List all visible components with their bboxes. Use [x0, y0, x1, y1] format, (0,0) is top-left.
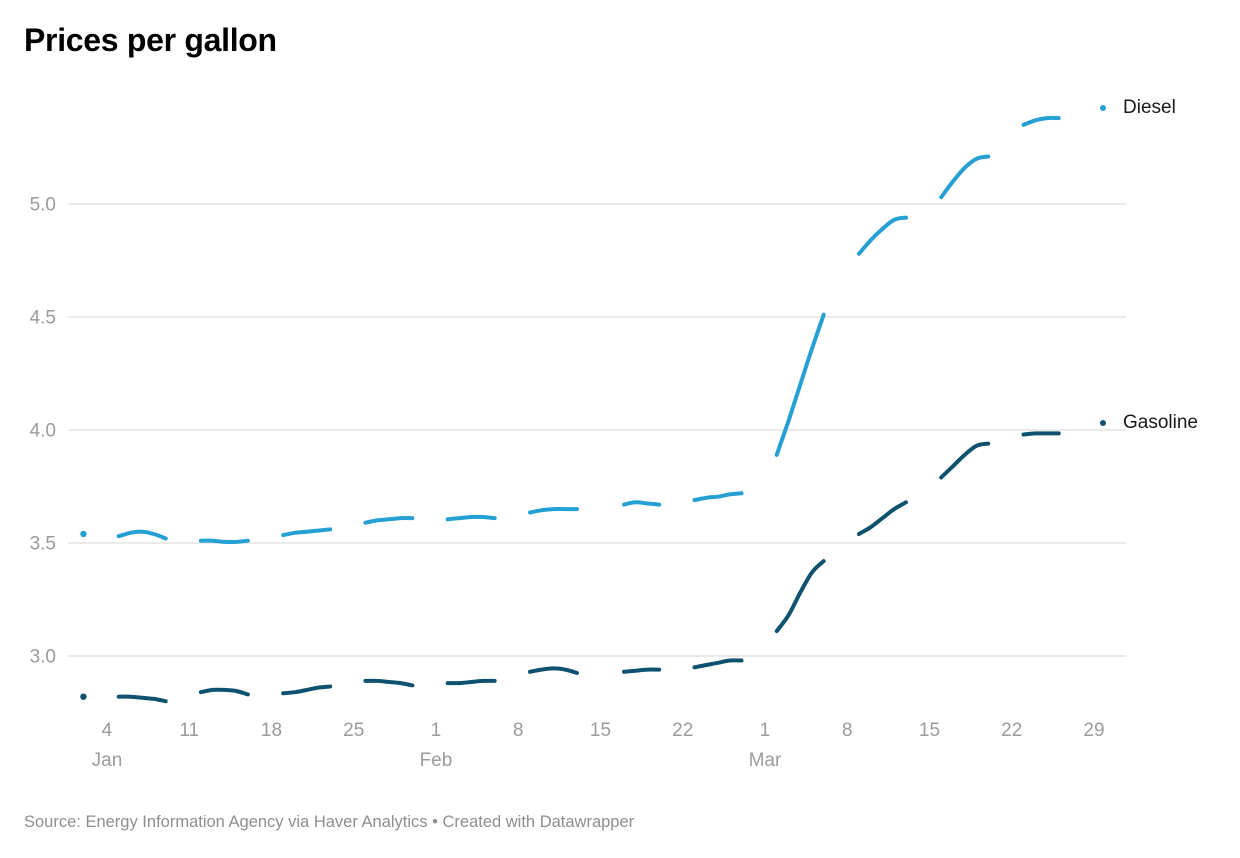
gasoline-line-segment	[1021, 431, 1061, 437]
month-label: Jan	[92, 750, 123, 771]
gasoline-line-segment	[198, 687, 250, 697]
gasoline-line-segment	[774, 559, 826, 634]
legend-label-gasoline: Gasoline	[1123, 412, 1198, 434]
month-label: Mar	[749, 750, 782, 771]
gasoline-line-segment	[363, 678, 415, 688]
gasoline-line-segment	[445, 678, 497, 686]
x-tick-label: 1	[431, 720, 442, 741]
diesel-line-segment	[939, 154, 991, 200]
x-tick-label: 29	[1083, 720, 1104, 741]
diesel-line-segment	[363, 516, 415, 525]
y-tick-label: 4.5	[30, 308, 56, 329]
x-tick-label: 15	[919, 720, 940, 741]
series-diesel-line	[80, 115, 1061, 545]
diesel-line-segment	[528, 507, 579, 515]
gasoline-legend-dot-icon	[1100, 420, 1106, 427]
diesel-point-marker	[80, 530, 87, 538]
source-attribution: Source: Energy Information Agency via Ha…	[24, 813, 635, 831]
gasoline-line-segment	[939, 441, 991, 480]
y-tick-label: 3.5	[30, 534, 56, 555]
x-tick-label: 4	[102, 720, 113, 741]
gasoline-line-segment	[622, 667, 662, 674]
diesel-line-segment	[857, 215, 908, 256]
x-tick-label: 22	[672, 720, 693, 741]
diesel-line-segment	[692, 491, 744, 503]
series-gasoline-line	[80, 431, 1061, 704]
page-title: Prices per gallon	[24, 22, 277, 58]
gasoline-line-segment	[281, 684, 333, 696]
y-tick-label: 4.0	[30, 421, 56, 442]
x-tick-label: 15	[590, 720, 611, 741]
x-tick-label: 22	[1001, 720, 1022, 741]
y-tick-label: 3.0	[30, 647, 56, 668]
diesel-line-segment	[281, 527, 333, 538]
legend-label-diesel: Diesel	[1123, 97, 1176, 119]
y-tick-label: 5.0	[30, 195, 56, 216]
x-tick-label: 18	[261, 720, 282, 741]
diesel-line-segment	[445, 514, 497, 522]
gasoline-line-segment	[528, 666, 579, 675]
x-tick-label: 8	[513, 720, 524, 741]
x-tick-label: 25	[343, 720, 364, 741]
diesel-line-segment	[774, 312, 826, 457]
y-gridlines	[68, 203, 1126, 657]
diesel-legend-dot-icon	[1100, 105, 1106, 112]
diesel-line-segment	[1021, 115, 1061, 127]
month-label: Feb	[420, 750, 453, 771]
legend-item-diesel: Diesel	[1100, 95, 1176, 121]
x-tick-label: 11	[179, 720, 199, 741]
y-axis-labels: 5.0 4.5 4.0 3.5 3.0	[30, 195, 56, 668]
x-tick-label: 1	[760, 720, 771, 741]
diesel-line-segment	[622, 500, 662, 507]
gasoline-line-segment	[857, 500, 908, 536]
legend-item-gasoline: Gasoline	[1100, 410, 1198, 436]
gasoline-line-segment	[116, 694, 168, 704]
gasoline-point-marker	[80, 693, 87, 700]
diesel-line-segment	[198, 538, 250, 545]
x-tick-label: 8	[842, 720, 853, 741]
gasoline-line-segment	[692, 658, 744, 670]
diesel-line-segment	[116, 529, 168, 541]
